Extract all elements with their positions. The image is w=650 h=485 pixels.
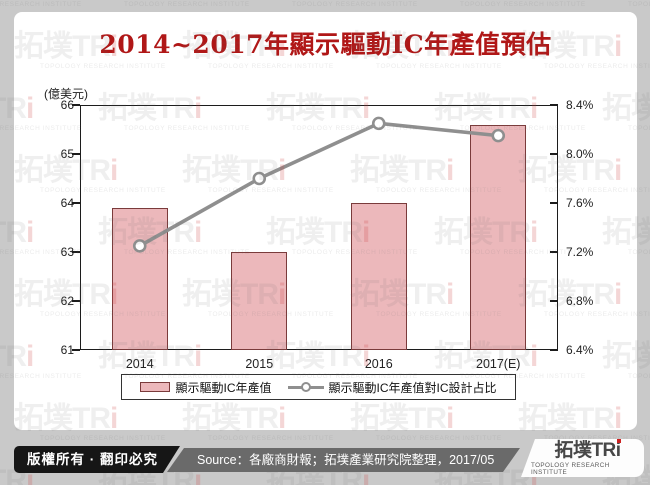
line-series-swatch-icon: [287, 381, 324, 393]
y-axis-right-tick-label: 8.4%: [566, 98, 594, 112]
bar-2017(E): [470, 124, 527, 350]
y-axis-right-tick: [550, 153, 558, 155]
y-axis-right-tick-label: 7.6%: [566, 196, 594, 210]
y-axis-left-tick-label: 63: [60, 245, 74, 259]
y-axis-right-tick-label: 6.4%: [566, 343, 594, 357]
y-axis-left-tick: [72, 153, 80, 155]
y-axis-left-tick-label: 62: [60, 294, 74, 308]
plot-frame: [80, 105, 558, 350]
legend-item-line: 顯示驅動IC年產值對IC設計占比: [287, 379, 497, 396]
logo-text: 拓墣TRi: [554, 439, 621, 461]
logo-cn: 拓墣: [554, 439, 592, 461]
bar-2014: [111, 207, 168, 350]
legend-line-label: 顯示驅動IC年產值對IC設計占比: [328, 380, 497, 395]
y-axis-right-tick: [550, 202, 558, 204]
bar-2015: [231, 252, 288, 350]
left-axis-unit-label: (億美元): [44, 87, 88, 101]
x-axis-tick-label: 2014: [125, 357, 154, 371]
logo-caption: TOPOLOGY RESEARCH INSTITUTE: [531, 461, 610, 476]
page-title: 2014~2017年顯示驅動IC年產值預估: [99, 30, 552, 59]
y-axis-left-tick-label: 66: [60, 98, 74, 112]
y-axis-left-tick: [72, 300, 80, 302]
y-axis-right-tick-label: 6.8%: [566, 294, 594, 308]
logo-panel: 拓墣TRi TOPOLOGY RESEARCH INSTITUTE: [521, 439, 644, 477]
legend-item-bar: 顯示驅動IC年產值: [140, 379, 272, 396]
y-axis-right-tick: [550, 300, 558, 302]
y-axis-left-tick-label: 61: [60, 343, 74, 357]
y-axis-left-tick: [72, 251, 80, 253]
y-axis-right-tick: [550, 251, 558, 253]
bar-series-swatch-icon: [140, 382, 171, 392]
y-axis-left-tick: [72, 349, 80, 351]
y-axis-left-tick: [72, 104, 80, 106]
logo-red-dot-icon: [616, 439, 621, 443]
copyright-badge: 版權所有 · 翻印必究: [14, 446, 180, 473]
y-axis-right-tick-label: 8.0%: [566, 147, 594, 161]
y-axis-left-tick-label: 64: [60, 196, 74, 210]
source-bar: Source：各廠商財報；拓墣產業研究院整理，2017/05: [167, 448, 520, 472]
x-axis-tick-label: 2017(E): [476, 357, 521, 371]
y-axis-right-tick-label: 7.2%: [566, 245, 594, 259]
x-axis-tick-label: 2015: [245, 357, 274, 371]
y-axis-right-tick: [550, 349, 558, 351]
x-axis-tick-label: 2016: [364, 357, 393, 371]
chart-legend: 顯示驅動IC年產值 顯示驅動IC年產值對IC設計占比: [121, 374, 516, 400]
y-axis-right-tick: [550, 104, 558, 106]
bar-2016: [350, 203, 407, 350]
logo-latin: TRi: [591, 439, 621, 461]
legend-bar-label: 顯示驅動IC年產值: [175, 380, 272, 395]
y-axis-left-tick: [72, 202, 80, 204]
y-axis-left-tick-label: 65: [60, 147, 74, 161]
